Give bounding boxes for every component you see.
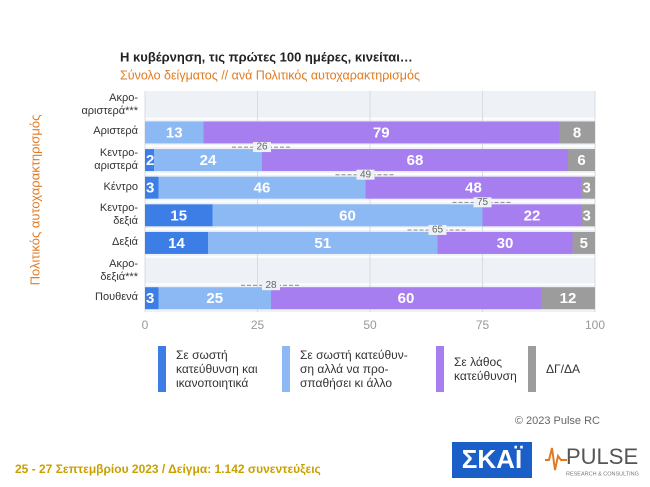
bar-segment <box>208 231 438 254</box>
total-bg <box>262 280 280 291</box>
data-label: 79 <box>373 124 390 141</box>
bar-segment <box>262 149 568 172</box>
bar-segment <box>158 287 271 310</box>
total-label: 75 <box>477 197 489 208</box>
bar-segment <box>145 149 154 172</box>
data-label: 46 <box>254 180 271 197</box>
x-tick-label: 75 <box>476 318 490 332</box>
bar-segment <box>158 176 366 199</box>
data-label: 15 <box>170 207 187 224</box>
bar-segment <box>482 204 582 227</box>
footer: 25 - 27 Σεπτεμβρίου 2023 / Δείγμα: 1.142… <box>15 462 321 476</box>
bar-segment <box>568 149 595 172</box>
y-tick-label: Κέντρο <box>103 180 138 193</box>
legend-swatch <box>528 346 536 392</box>
total-label: 49 <box>360 169 372 180</box>
x-tick-label: 0 <box>142 318 149 332</box>
bar-segment <box>365 176 582 199</box>
copyright: © 2023 Pulse RC <box>515 415 600 427</box>
bar-segment <box>203 121 559 144</box>
legend-label: Σε λάθος κατεύθυνση <box>454 355 517 383</box>
data-label: 12 <box>560 290 577 307</box>
y-tick-label: Ακρο- αριστερά*** <box>81 91 138 117</box>
bar-segment <box>581 176 595 199</box>
data-label: 51 <box>314 235 331 252</box>
bar-segment <box>572 231 595 254</box>
data-label: 22 <box>524 207 541 224</box>
data-label: 2 <box>146 152 154 169</box>
x-tick-label: 100 <box>585 318 605 332</box>
data-label: 48 <box>465 180 482 197</box>
total-bg <box>473 197 492 208</box>
bar-segment <box>437 231 573 254</box>
total-bg <box>356 169 375 180</box>
data-label: 3 <box>583 207 591 224</box>
chart-title: Η κυβέρνηση, τις πρώτες 100 ημέρες, κινε… <box>120 49 413 64</box>
data-label: 6 <box>577 152 585 169</box>
skai-logo-bg <box>452 442 532 478</box>
bar-segment <box>212 204 483 227</box>
total-bg <box>428 224 447 235</box>
pulse-logo-sub: RESEARCH & CONSULTING <box>566 471 639 477</box>
data-label: 3 <box>583 180 591 197</box>
bar-segment <box>145 231 208 254</box>
bar-segment <box>541 287 595 310</box>
data-label: 3 <box>146 290 154 307</box>
bar-segment <box>145 204 213 227</box>
bar-segment <box>559 121 595 144</box>
legend-label: Σε σωστή κατεύθυν- ση αλλά να προ- σπαθή… <box>300 348 408 390</box>
pulse-icon <box>545 447 567 471</box>
pulse-logo: PULSE <box>566 444 638 469</box>
bar-segment <box>145 287 159 310</box>
data-label: 8 <box>573 124 581 141</box>
legend-swatch <box>158 346 166 392</box>
data-label: 24 <box>200 152 217 169</box>
bar-segment <box>581 204 595 227</box>
legend-swatch <box>436 346 444 392</box>
bar-segment <box>154 149 262 172</box>
y-tick-label: Πουθενά <box>95 291 138 304</box>
data-label: 14 <box>168 235 185 252</box>
legend-label: Σε σωστή κατεύθυνση και ικανοποιητικά <box>176 348 258 390</box>
total-label: 28 <box>265 280 277 291</box>
x-tick-label: 25 <box>251 318 265 332</box>
data-label: 5 <box>580 235 588 252</box>
data-label: 60 <box>398 290 415 307</box>
data-label: 3 <box>146 180 154 197</box>
total-bg <box>253 142 271 153</box>
x-tick-label: 50 <box>363 318 377 332</box>
total-label: 26 <box>256 142 268 153</box>
y-tick-label: Κεντρο- αριστερά <box>94 147 138 173</box>
legend-label: ΔΓ/ΔΑ <box>546 362 580 376</box>
bar-segment <box>145 121 204 144</box>
y-axis-label: Πολιτικός αυτοχαρακτηρισμός <box>27 115 42 286</box>
data-label: 13 <box>166 124 183 141</box>
total-label: 65 <box>432 225 444 236</box>
y-tick-label: Κεντρο- δεξιά <box>99 202 138 228</box>
data-label: 60 <box>339 207 356 224</box>
data-label: 68 <box>407 152 424 169</box>
data-label: 25 <box>206 290 223 307</box>
skai-logo: ΣΚΑΪ <box>462 444 523 474</box>
y-tick-label: Ακρο- δεξιά*** <box>100 257 138 283</box>
data-label: 30 <box>497 235 514 252</box>
y-tick-label: Αριστερά <box>93 125 138 138</box>
legend-swatch <box>282 346 290 392</box>
chart-subtitle: Σύνολο δείγματος // ανά Πολιτικός αυτοχα… <box>120 68 420 82</box>
bar-segment <box>271 287 541 310</box>
y-tick-label: Δεξιά <box>112 235 138 248</box>
bar-segment <box>145 176 159 199</box>
